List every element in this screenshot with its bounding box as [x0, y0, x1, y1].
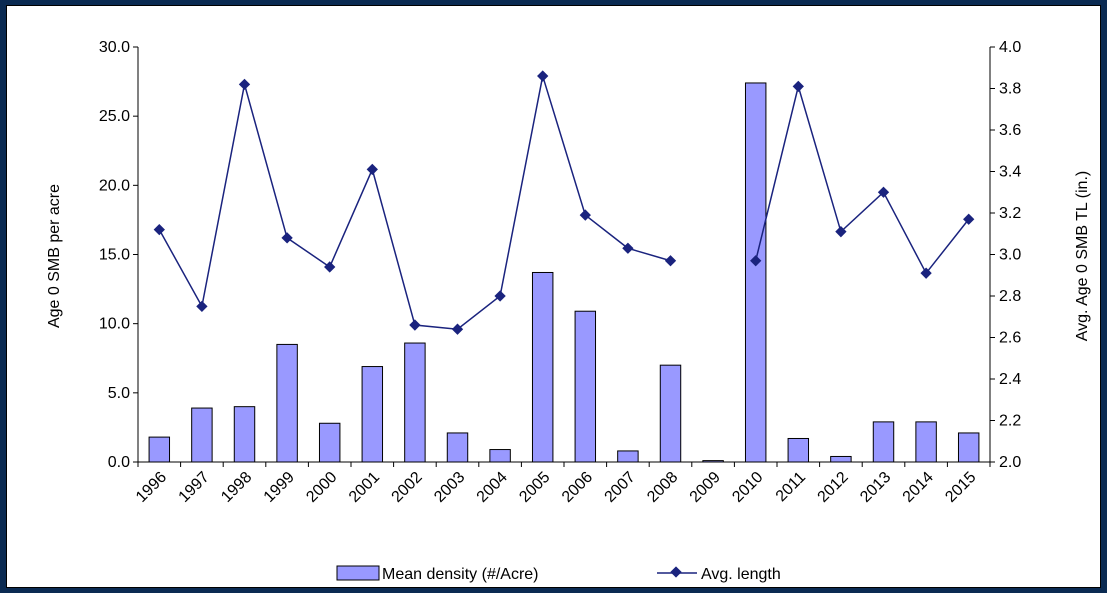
bar-2001: [361, 366, 384, 463]
y-tick-label: 10.0: [99, 316, 130, 333]
legend-line-label: Avg. length: [701, 566, 781, 583]
legend-bar-swatch: [336, 565, 380, 581]
x-tick-label-2004: 2004: [474, 469, 511, 506]
chart-svg: 0.0 5.0 10.0 15.0 20.0 25.0 30.0 2.0 2.2 2.4 2.6 2.…: [46, 39, 1091, 583]
avg-length-point-1997: [196, 300, 208, 313]
x-tick-label-1998: 1998: [218, 469, 255, 506]
y2-tick-label: 2.2: [999, 413, 1021, 430]
x-tick-label-2008: 2008: [644, 469, 681, 506]
x-tick-label-2001: 2001: [346, 469, 383, 506]
bar-2003: [446, 432, 469, 463]
bar-2004: [489, 449, 511, 463]
legend: Mean density (#/Acre) Avg. length: [336, 565, 781, 583]
avg-length-point-2003: [451, 323, 464, 335]
avg-length-point-1998: [238, 78, 251, 91]
bar-1998: [233, 406, 256, 463]
bar-2002: [404, 342, 426, 463]
y-tick-label: 20.0: [99, 177, 130, 194]
avg-length-point-2011: [792, 80, 804, 93]
avg-length-point-2014: [920, 267, 932, 279]
avg-length-point-2015: [963, 213, 975, 225]
y-tick-label: 5.0: [108, 385, 130, 402]
avg-length-point-1999: [281, 232, 293, 244]
y-tick-label: 15.0: [99, 247, 130, 264]
x-tick-label-2002: 2002: [389, 469, 426, 506]
x-tick-label-2010: 2010: [729, 469, 766, 506]
x-tick-label-1999: 1999: [261, 469, 298, 506]
avg-length-point-2002: [409, 319, 421, 331]
avg-length-point-2000: [324, 261, 336, 273]
avg-length-point-2004: [494, 290, 506, 302]
x-tick-label-2006: 2006: [559, 469, 596, 506]
y-tick-label: 25.0: [99, 108, 130, 125]
legend-bar-label: Mean density (#/Acre): [382, 566, 539, 583]
x-tick-label-2003: 2003: [431, 469, 468, 506]
y2-tick-label: 2.0: [999, 454, 1021, 471]
avg-length-point-2005: [537, 70, 549, 82]
y2-tick-label: 3.0: [999, 247, 1021, 264]
y2-tick-label: 2.8: [999, 288, 1021, 305]
x-tick-label-2014: 2014: [900, 469, 937, 506]
bar-2000: [318, 422, 341, 463]
avg-length-point-1996: [153, 223, 165, 236]
y2-tick-label: 3.6: [999, 122, 1021, 139]
x-tick-label-1997: 1997: [176, 469, 213, 506]
y2-tick-label: 4.0: [999, 39, 1021, 56]
x-tick-label-2005: 2005: [516, 469, 553, 506]
avg-length-point-2012: [835, 226, 847, 238]
bar-1996: [148, 436, 171, 463]
y2-tick-label: 3.8: [999, 81, 1021, 98]
bar-2005: [531, 271, 554, 463]
x-tick-label-2015: 2015: [942, 469, 979, 506]
legend-line-marker: [670, 566, 682, 578]
y2-axis-label: Avg. Age 0 SMB TL (in.): [1074, 171, 1091, 341]
bar-2011: [787, 437, 810, 463]
bar-series: [148, 82, 980, 463]
bar-2014: [915, 421, 937, 463]
line-series: [153, 70, 975, 335]
bar-1999: [276, 343, 298, 463]
bar-2008: [659, 364, 682, 463]
avg-length-point-2008: [664, 255, 677, 267]
y-axis-label: Age 0 SMB per acre: [46, 184, 63, 328]
bar-2012: [830, 455, 852, 463]
y-tick-label: 0.0: [108, 454, 130, 471]
x-tick-label-2012: 2012: [815, 469, 852, 506]
avg-length-point-2013: [877, 186, 890, 198]
axes: [133, 46, 995, 467]
bar-2010: [744, 82, 767, 463]
y2-tick-label: 3.4: [999, 164, 1021, 181]
bar-2015: [957, 432, 980, 463]
avg-length-point-2007: [622, 242, 634, 254]
y2-tick-label: 3.2: [999, 205, 1021, 222]
avg-length-point-2001: [366, 163, 378, 176]
x-tick-label-2011: 2011: [773, 469, 809, 505]
x-tick-label-2000: 2000: [303, 469, 340, 506]
bar-2006: [574, 310, 597, 463]
bar-1997: [191, 407, 213, 463]
x-tick-label-2013: 2013: [857, 469, 894, 506]
avg-length-point-2006: [579, 209, 591, 221]
x-tick-label-2009: 2009: [687, 469, 724, 506]
avg-length-line-segment-2: [754, 83, 970, 275]
bar-2007: [617, 450, 639, 463]
chart-frame: 0.0 5.0 10.0 15.0 20.0 25.0 30.0 2.0 2.2 2.4 2.6 2.…: [6, 5, 1101, 588]
avg-length-line-segment-1: [158, 75, 671, 330]
x-tick-label-2007: 2007: [602, 469, 639, 506]
y-tick-label: 30.0: [99, 39, 130, 56]
x-tick-label-1996: 1996: [133, 469, 170, 506]
y2-tick-label: 2.4: [999, 371, 1021, 388]
bar-2013: [872, 421, 895, 463]
avg-length-point-2010: [750, 255, 762, 267]
y2-tick-label: 2.6: [999, 330, 1021, 347]
